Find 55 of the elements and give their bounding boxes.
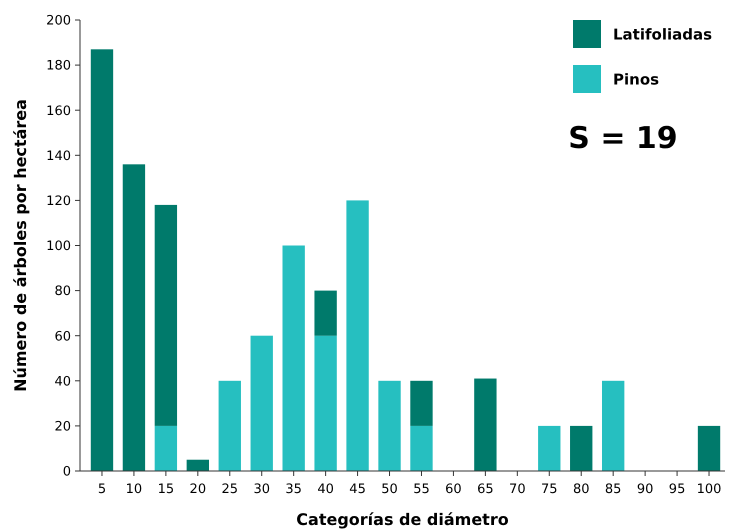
y-tick-label: 40: [54, 374, 71, 390]
bar: [250, 336, 273, 471]
bar: [410, 380, 433, 426]
bar: [218, 380, 241, 471]
y-tick-label: 20: [54, 419, 71, 434]
bar: [378, 380, 401, 471]
bar: [410, 426, 433, 471]
y-tick-label: 180: [46, 58, 71, 74]
bar: [314, 336, 337, 471]
y-tick-label: 140: [46, 148, 71, 164]
y-tick-label: 120: [46, 194, 71, 209]
y-tick-label: 80: [54, 284, 71, 300]
bar: [474, 378, 497, 471]
x-tick-label: 85: [604, 482, 622, 497]
bar: [570, 426, 592, 471]
x-tick-label: 20: [190, 482, 206, 497]
annotation: S = 19: [568, 121, 678, 156]
x-tick-label: 75: [541, 482, 558, 497]
x-tick-label: 30: [253, 482, 270, 497]
x-tick-label: 10: [126, 482, 142, 497]
bar: [154, 426, 178, 471]
x-tick-label: 90: [636, 482, 654, 497]
x-tick-label: 25: [222, 482, 238, 497]
y-tick-label: 100: [46, 239, 71, 254]
x-tick-label: 100: [696, 482, 722, 497]
x-tick-label: 65: [477, 482, 494, 497]
bar: [602, 380, 624, 471]
y-tick-label: 200: [46, 14, 71, 29]
legend-label: Latifoliadas: [613, 25, 712, 44]
bar: [538, 426, 560, 471]
bar: [186, 460, 210, 471]
x-tick-label: 80: [572, 482, 590, 497]
y-tick-label: 60: [54, 329, 71, 344]
x-tick-label: 55: [413, 482, 430, 497]
x-tick-label: 15: [158, 482, 174, 497]
bar: [122, 164, 146, 471]
y-tick-label: 0: [62, 464, 71, 480]
x-tick-label: 60: [445, 482, 462, 497]
x-tick-label: 35: [285, 482, 302, 497]
y-tick-label: 160: [46, 104, 71, 119]
bar: [90, 49, 114, 471]
x-tick-label: 40: [317, 482, 334, 497]
bar: [698, 426, 720, 471]
x-tick-label: 70: [509, 482, 526, 497]
bar: [346, 200, 369, 471]
x-axis-title: Categorías de diámetro: [296, 510, 509, 529]
legend-label: Pinos: [613, 70, 660, 88]
x-tick-label: 45: [349, 482, 366, 497]
y-axis-title: Número de árboles por hectárea: [11, 99, 30, 392]
x-tick-label: 50: [381, 482, 398, 497]
bar: [282, 246, 305, 471]
x-tick-label: 5: [98, 482, 106, 497]
bar: [154, 204, 178, 426]
x-tick-label: 95: [668, 482, 686, 497]
bar: [314, 290, 337, 336]
